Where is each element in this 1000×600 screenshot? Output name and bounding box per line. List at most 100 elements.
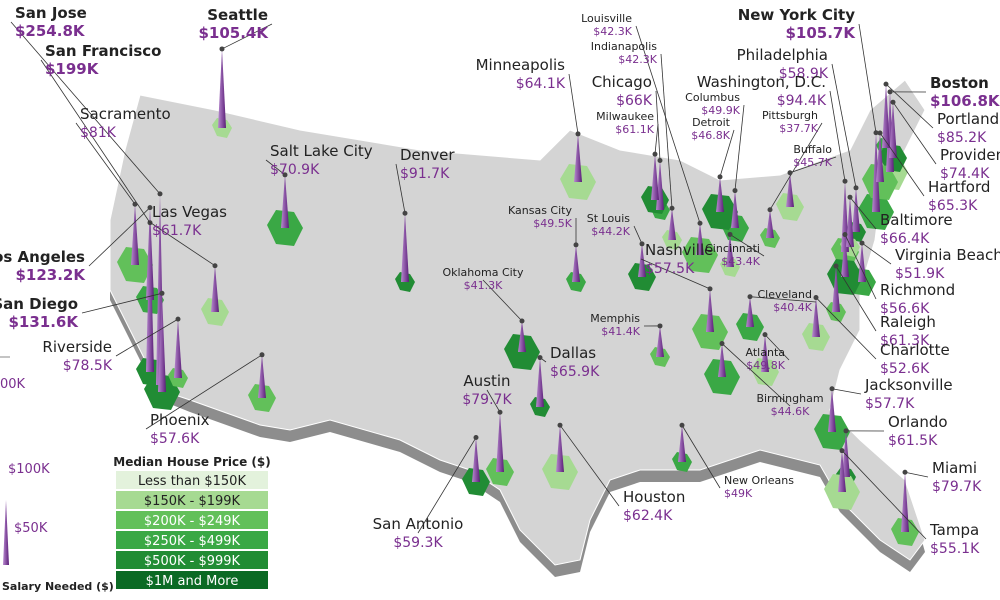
leader-line (879, 132, 925, 197)
leader-dot (859, 240, 865, 246)
leader-dot (877, 130, 883, 136)
salary-label: $61.7K (152, 223, 202, 239)
legend-label: $1M and More (146, 574, 239, 589)
leader-line (719, 129, 735, 178)
salary-label: $49.9K (701, 104, 740, 117)
salary-spike (889, 102, 897, 158)
salary-spike (872, 132, 880, 212)
leader-line (858, 23, 877, 133)
legend: Median House Price ($) Less than $150K $1… (112, 450, 272, 596)
salary-label: $42.3K (593, 25, 632, 38)
salary-spike (536, 357, 544, 407)
leader-line (395, 163, 406, 214)
city-name: Providence (940, 146, 1000, 164)
salary-label: $46.8K (691, 129, 730, 142)
scale-spike (3, 500, 9, 565)
city-name: Jacksonville (864, 376, 953, 394)
city-name: Memphis (590, 312, 640, 325)
leader-line (10, 21, 161, 195)
salary-label: $79.7K (932, 479, 982, 495)
salary-spike (572, 244, 580, 282)
leader-dot (259, 352, 265, 358)
legend-swatch (116, 551, 268, 569)
leader-line (40, 59, 151, 223)
leader-line (885, 83, 934, 129)
legend-swatch (116, 571, 268, 589)
city-name: San Jose (15, 4, 87, 22)
leader-dot (159, 290, 165, 296)
salary-spike (746, 296, 754, 327)
salary-spike (556, 425, 564, 472)
legend-swatch (116, 471, 268, 489)
leader-dot (639, 241, 645, 247)
salary-label: $58.9K (779, 66, 829, 82)
leader-dot (657, 158, 663, 163)
city-name: Oklahoma City (442, 266, 524, 279)
salary-spike (761, 334, 769, 372)
salary-label: $85.2K (937, 130, 987, 146)
salary-label: $49K (724, 487, 753, 500)
salary-spike (146, 207, 154, 300)
salary-label: $41.4K (601, 325, 640, 338)
leader-dot (157, 191, 163, 197)
leader-dot (219, 46, 225, 52)
salary-label: $45.7K (793, 156, 832, 169)
salary-spike (786, 172, 794, 207)
leader-line (559, 424, 620, 507)
leader-dot (575, 131, 581, 137)
salary-spike (574, 133, 582, 182)
leader-line (660, 53, 673, 209)
city-name: Austin (463, 372, 510, 390)
salary-spike (882, 84, 890, 148)
scale-label: $50K (14, 521, 48, 536)
salary-label: $105.4K (198, 24, 269, 42)
city-name: Phoenix (150, 411, 210, 429)
salary-spike (876, 133, 884, 182)
salary-label: $44.2K (591, 225, 630, 238)
city-name: Philadelphia (737, 46, 828, 64)
leader-dot (839, 448, 845, 454)
salary-label: $64.1K (516, 76, 566, 92)
salary-label: $66K (616, 93, 653, 109)
leader-dot (873, 130, 879, 136)
labels: San Jose$254.8K San Francisco$199K Sacrame… (0, 4, 1000, 557)
scale-label: $100K (8, 462, 50, 477)
leader-line (815, 297, 877, 360)
leader-dot (883, 81, 889, 87)
salary-label: $44.6K (771, 405, 810, 418)
leader-line (681, 425, 721, 489)
leader-dot (887, 89, 893, 95)
salary-spike (218, 48, 226, 129)
city-name: Virginia Beach (895, 246, 1000, 264)
city-name: Houston (623, 488, 685, 506)
leader-dot (719, 341, 725, 347)
leader-line (721, 343, 791, 407)
leader-line (764, 334, 790, 361)
salary-spike (281, 174, 289, 228)
salary-spike (726, 234, 734, 267)
leader-dot (847, 194, 853, 200)
salary-label: $65.9K (550, 364, 600, 380)
salary-label: $61.3K (880, 333, 930, 349)
leader-dot (282, 172, 288, 178)
salary-label: $57.5K (645, 261, 695, 277)
salary-spike (858, 243, 866, 282)
salary-label: $65.3K (928, 198, 978, 214)
leader-dot (473, 435, 479, 441)
leader-line (749, 296, 817, 303)
legend-title: Median House Price ($) (113, 455, 270, 469)
salary-spike (496, 412, 504, 472)
city-name: Pittsburgh (762, 109, 818, 122)
leader-dot (767, 207, 773, 213)
leader-dot (557, 422, 563, 428)
leader-line (145, 354, 263, 430)
legend-label: $250K - $499K (144, 534, 241, 549)
salary-label: $131.6K (8, 313, 79, 331)
city-name: Louisville (581, 12, 632, 25)
leader-dot (829, 386, 835, 392)
leader-line (729, 234, 765, 257)
leader-line (486, 389, 501, 413)
leader-line (482, 279, 523, 322)
city-name: Richmond (880, 281, 955, 299)
